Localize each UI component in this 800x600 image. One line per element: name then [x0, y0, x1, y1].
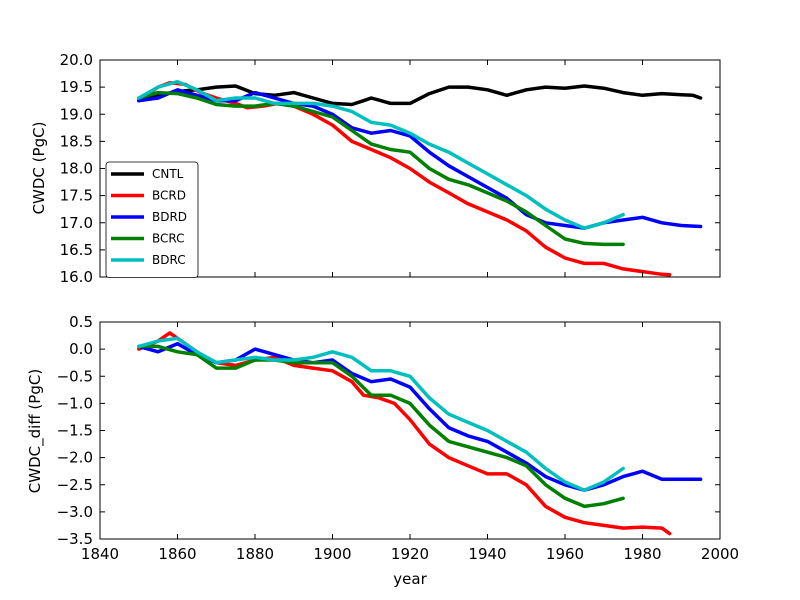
cwdc-diff-ytick-label: −2.5 [57, 476, 93, 494]
cwdc-diff-ytick-label: −3.0 [57, 503, 93, 521]
cwdc-ytick-label: 17.0 [60, 214, 93, 232]
cwdc-diff-xtick-label: 1940 [468, 545, 506, 563]
cwdc-diff-y-axis-label: CWDC_diff (PgC) [26, 369, 45, 493]
cwdc-diff-xtick-label: 1980 [623, 545, 661, 563]
cwdc-diff-ytick-label: −0.5 [57, 367, 93, 385]
cwdc-diff-ytick-label: −2.0 [57, 449, 93, 467]
cwdc-line-cntl [137, 84, 703, 107]
cwdc-diff-series-lines [137, 331, 703, 536]
cwdc-ytick-label: 16.5 [60, 241, 93, 259]
legend-label-bdrd: BDRD [152, 210, 187, 224]
cwdc-ytick-label: 17.5 [60, 187, 93, 205]
cwdc-ytick-label: 18.5 [60, 132, 93, 150]
x-axis-label: year [393, 570, 427, 588]
cwdc-line-bdrc [137, 79, 625, 230]
cwdc-diff-line-bdrc [137, 336, 625, 492]
legend-label-cntl: CNTL [152, 167, 184, 181]
cwdc-y-axis-label: CWDC (PgC) [30, 122, 48, 215]
cwdc-diff-xtick-label: 1840 [81, 545, 119, 563]
cwdc-diff-xtick-label: 1880 [236, 545, 274, 563]
cwdc-diff-xtick-label: 1860 [158, 545, 196, 563]
cwdc-diff-xtick-label: 1900 [313, 545, 351, 563]
cwdc-line-bcrc [137, 90, 625, 247]
cwdc-diff-ticks: −3.5 −3.0 −2.5 −2.0 −1.5 −1.0 −0.5 0.0 0.5 1840 18… [57, 313, 740, 563]
cwdc-diff-ytick-label: −3.5 [57, 530, 93, 548]
cwdc-ytick-label: 20.0 [60, 51, 93, 69]
cwdc-ytick-label: 19.5 [60, 78, 93, 96]
cwdc-diff-panel: −3.5 −3.0 −2.5 −2.0 −1.5 −1.0 −0.5 0.0 0.5 1840 18… [26, 313, 739, 588]
legend-label-bcrc: BCRC [152, 232, 185, 246]
cwdc-diff-ytick-label: −1.5 [57, 422, 93, 440]
cwdc-series-lines [137, 79, 703, 277]
cwdc-ytick-label: 18.0 [60, 160, 93, 178]
cwdc-diff-xtick-label: 1960 [546, 545, 584, 563]
cwdc-diff-ytick-label: 0.0 [69, 340, 93, 358]
cwdc-diff-line-bcrc [137, 344, 625, 509]
cwdc-ytick-label: 16.0 [60, 268, 93, 286]
cwdc-ytick-label: 19.0 [60, 105, 93, 123]
cwdc-line-bcrd [137, 81, 672, 277]
cwdc-diff-ytick-label: −1.0 [57, 394, 93, 412]
cwdc-diff-ytick-label: 0.5 [69, 313, 93, 331]
cwdc-diff-xtick-label: 1920 [391, 545, 429, 563]
cwdc-ticks: 16.0 16.5 17.0 17.5 18.0 18.5 19.0 19.5 20.0 [60, 51, 721, 286]
cwdc-panel: 16.0 16.5 17.0 17.5 18.0 18.5 19.0 19.5 20.0 CWD… [30, 51, 721, 286]
legend-box [105, 161, 199, 278]
legend-label-bcrd: BCRD [152, 189, 186, 203]
legend-label-bdrc: BDRC [152, 253, 186, 267]
cwdc-diff-xtick-label: 2000 [701, 545, 739, 563]
legend: CNTL BCRD BDRD BCRC BDRC [105, 161, 199, 278]
